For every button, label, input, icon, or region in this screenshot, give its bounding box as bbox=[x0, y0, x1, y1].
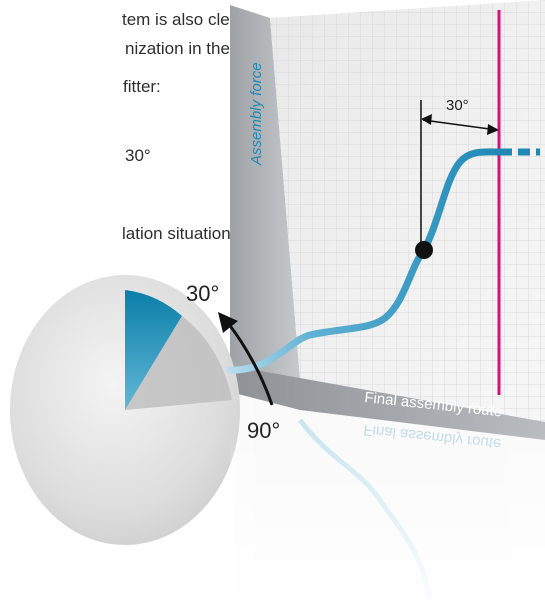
text-line-5: lation situations bbox=[122, 224, 240, 243]
text-line-1: tem is also clear in bbox=[122, 10, 263, 29]
angle-end-label: 30° bbox=[186, 281, 219, 306]
text-line-3: fitter: bbox=[123, 77, 161, 96]
panel-floor bbox=[230, 365, 545, 440]
span-label: 30° bbox=[446, 97, 469, 114]
y-axis-label: Assembly force bbox=[248, 62, 265, 166]
angle-disc bbox=[10, 275, 240, 545]
angle-wedge bbox=[125, 290, 182, 410]
force-curve bbox=[226, 148, 504, 374]
curve-point bbox=[415, 241, 433, 259]
span-arrowhead-left bbox=[421, 114, 432, 125]
span-arrowhead-right bbox=[487, 124, 499, 135]
reflection-fade bbox=[230, 430, 545, 615]
grid bbox=[270, 0, 545, 422]
text-line-4: 30° bbox=[125, 146, 151, 165]
span-arrow bbox=[422, 119, 498, 131]
rotation-arrow bbox=[226, 322, 274, 406]
rotation-arrowhead bbox=[218, 312, 238, 333]
panel-left-wall bbox=[230, 5, 300, 378]
